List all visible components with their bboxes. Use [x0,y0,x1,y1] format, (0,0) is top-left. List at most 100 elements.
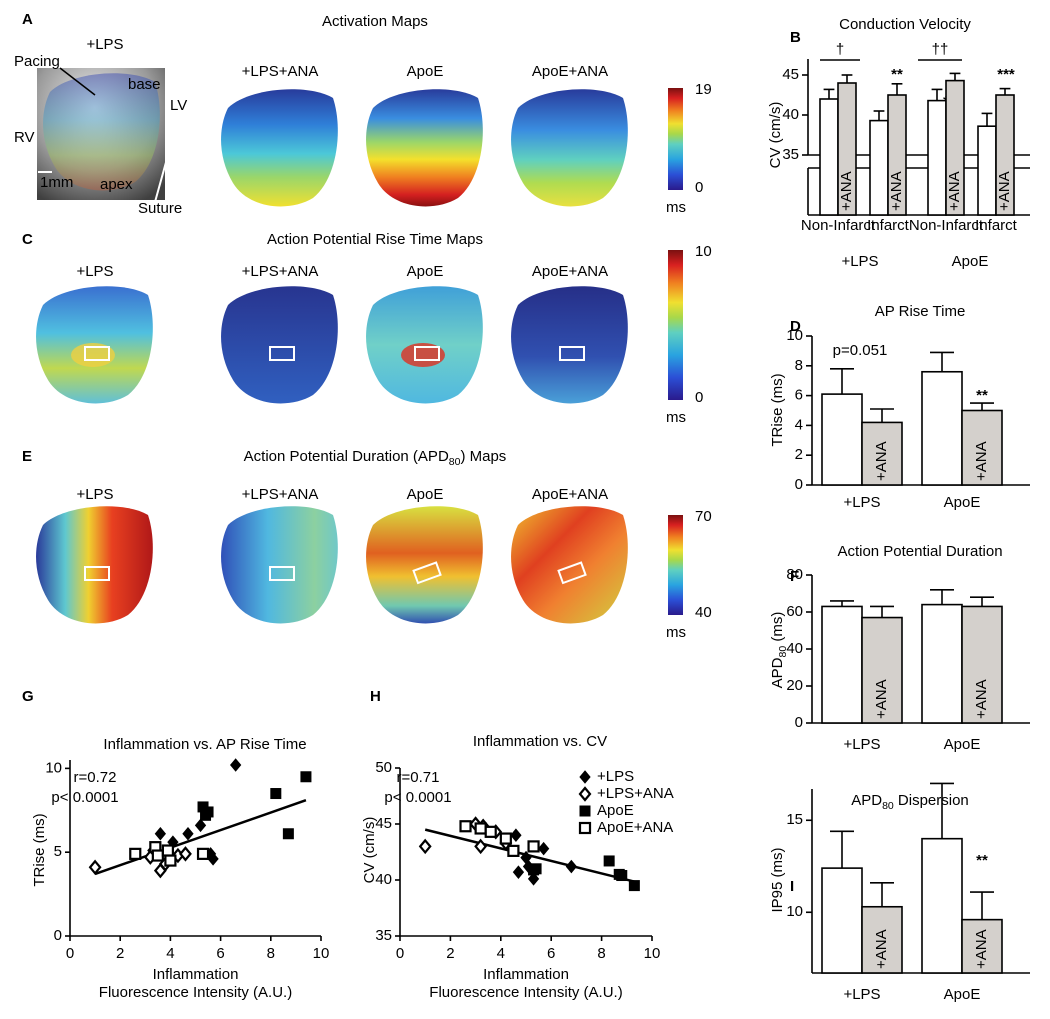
legend-label: ApoE+ANA [597,819,673,836]
x-tick-label: +LPS [843,986,880,1003]
x-tick-label: +LPS [843,736,880,753]
y-tick-label: 0 [795,714,803,731]
map-label: +LPS [86,36,123,53]
point [565,859,578,874]
map-annotation: Suture [138,200,182,217]
point [88,859,102,875]
point [530,863,542,875]
map [36,506,153,624]
map-label: ApoE+ANA [532,63,608,80]
annotation: †† [932,41,949,58]
roi [412,561,442,585]
x-axis-label: Fluorescence Intensity (A.U.) [429,984,622,1001]
map [366,506,483,624]
annotation: ** [891,66,903,83]
point [151,849,164,862]
map-label: +LPS [76,263,113,280]
bar-label: +ANA [873,679,890,719]
bar [921,370,963,486]
y-tick-label: 0 [795,476,803,493]
x-tick-label: 10 [644,945,661,962]
y-tick-label: 10 [45,759,62,776]
y-tick-label: 40 [782,106,799,123]
point [161,844,174,857]
point [202,806,214,818]
legend-marker [579,770,591,784]
x-axis-label: Fluorescence Intensity (A.U.) [99,984,292,1001]
annotation: p< 0.0001 [51,789,118,806]
y-tick-label: 40 [786,640,803,657]
chart-title-part: Inflammation vs. AP Rise Time [103,736,306,753]
y-axis-label: TRise (ms) [769,373,786,446]
bar [921,837,963,974]
colorbar-unit: ms [666,409,686,426]
x-tick-label: 0 [396,945,404,962]
map-title-part: Activation Maps [322,13,428,30]
y-tick-label: 2 [795,446,803,463]
map-label: ApoE [407,263,444,280]
point [418,838,432,855]
annotation: p=0.051 [833,342,888,359]
colorbar-label: 0 [695,389,703,406]
x-tick-label: Non-Infarct [909,217,984,234]
map-label: ApoE+ANA [532,263,608,280]
y-axis-label-part: TRise (ms) [769,373,786,446]
bar [861,421,903,486]
y-tick-label: 6 [795,387,803,404]
point [616,870,628,882]
map [221,89,338,207]
y-axis-label-part: TRise (ms) [31,813,48,886]
y-tick-label: 0 [54,927,62,944]
point [230,758,242,772]
fit-line [94,799,307,876]
y-tick-label: 4 [795,416,803,433]
map [511,506,628,624]
fit-line [424,828,638,884]
panel-letter: B [790,29,801,46]
y-tick-label: 60 [786,603,803,620]
point [182,826,194,841]
chart-title: Inflammation vs. CV [473,733,607,750]
bar [869,119,889,216]
map-annotation: 1mm [40,174,73,191]
map-annotation: base [128,76,161,93]
x-tick-label: ApoE [944,494,981,511]
y-tick-label: 10 [786,327,803,344]
bar [921,603,963,724]
map-title-part: 80 [449,456,461,468]
x-tick-label: ApoE [944,736,981,753]
colorbar-label: 70 [695,508,712,525]
point [628,880,640,892]
point [603,855,615,867]
point [164,854,177,867]
roi [84,346,110,361]
bar-label: +ANA [946,171,963,211]
point [499,832,512,845]
y-tick-label: 35 [375,927,392,944]
roi [269,346,295,361]
point [510,828,522,842]
y-tick-label: 40 [375,871,392,888]
bar-label: +ANA [888,171,905,211]
bar-label: +ANA [838,171,855,211]
panel-letter: G [22,688,34,705]
map-label: +LPS+ANA [242,63,319,80]
x-tick-label: Non-Infarct [801,217,876,234]
annotation: p< 0.0001 [384,789,451,806]
group-label: +LPS [841,253,878,270]
colorbar-label: 19 [695,81,712,98]
roi [84,566,110,581]
bar-label: +ANA [973,679,990,719]
legend-label: +LPS [597,768,634,785]
chart-title-part: Inflammation vs. CV [473,733,607,750]
y-axis-label-part: APD [769,657,786,688]
chart-title: APD80 Dispersion [851,792,969,812]
point [459,820,472,833]
bar [927,99,947,216]
colorbar-label: 40 [695,604,712,621]
point [474,838,488,855]
map-annotation: apex [100,176,133,193]
pacing-line [59,67,96,96]
bar-label: +ANA [973,929,990,969]
